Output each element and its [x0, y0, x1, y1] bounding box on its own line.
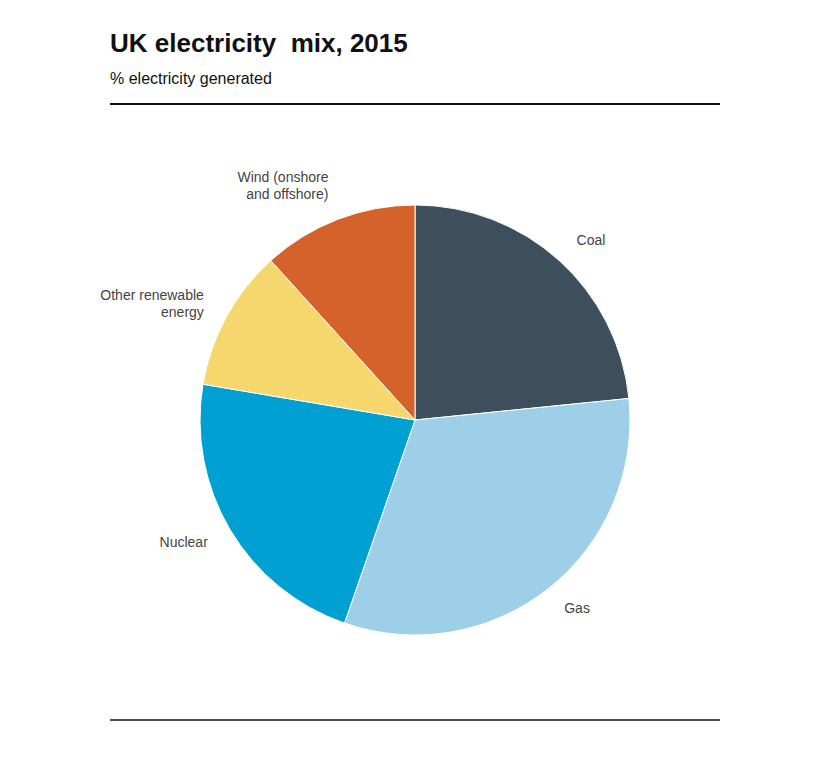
slice — [415, 205, 629, 420]
rule-top — [110, 103, 720, 105]
slice-label: Coal — [577, 232, 606, 248]
slice-label: Gas — [564, 600, 590, 616]
slice — [271, 205, 415, 420]
slice-label-line: energy — [161, 303, 204, 319]
slice — [200, 384, 415, 623]
slice-label: Wind (onshoreand offshore) — [237, 169, 328, 202]
title: UK electricity mix, 2015 — [110, 28, 408, 58]
slice-label: Other renewableenergy — [100, 286, 204, 319]
slice-label-line: Wind (onshore — [237, 169, 328, 185]
subtitle: % electricity generated — [110, 70, 272, 87]
rule-bottom — [110, 719, 720, 721]
slice-label-line: Coal — [577, 232, 606, 248]
slice-label-line: Other renewable — [100, 286, 204, 302]
slice-label: Nuclear — [160, 533, 209, 549]
pie — [200, 205, 630, 635]
labels: Coal Gas Nuclear Other renewableenergy Wind … — [100, 169, 605, 616]
chart: UK electricity mix, 2015 % electricity ge… — [0, 0, 830, 759]
slice-label-line: and offshore) — [246, 186, 328, 202]
slice-label-line: Nuclear — [160, 533, 209, 549]
slice-label-line: Gas — [564, 600, 590, 616]
